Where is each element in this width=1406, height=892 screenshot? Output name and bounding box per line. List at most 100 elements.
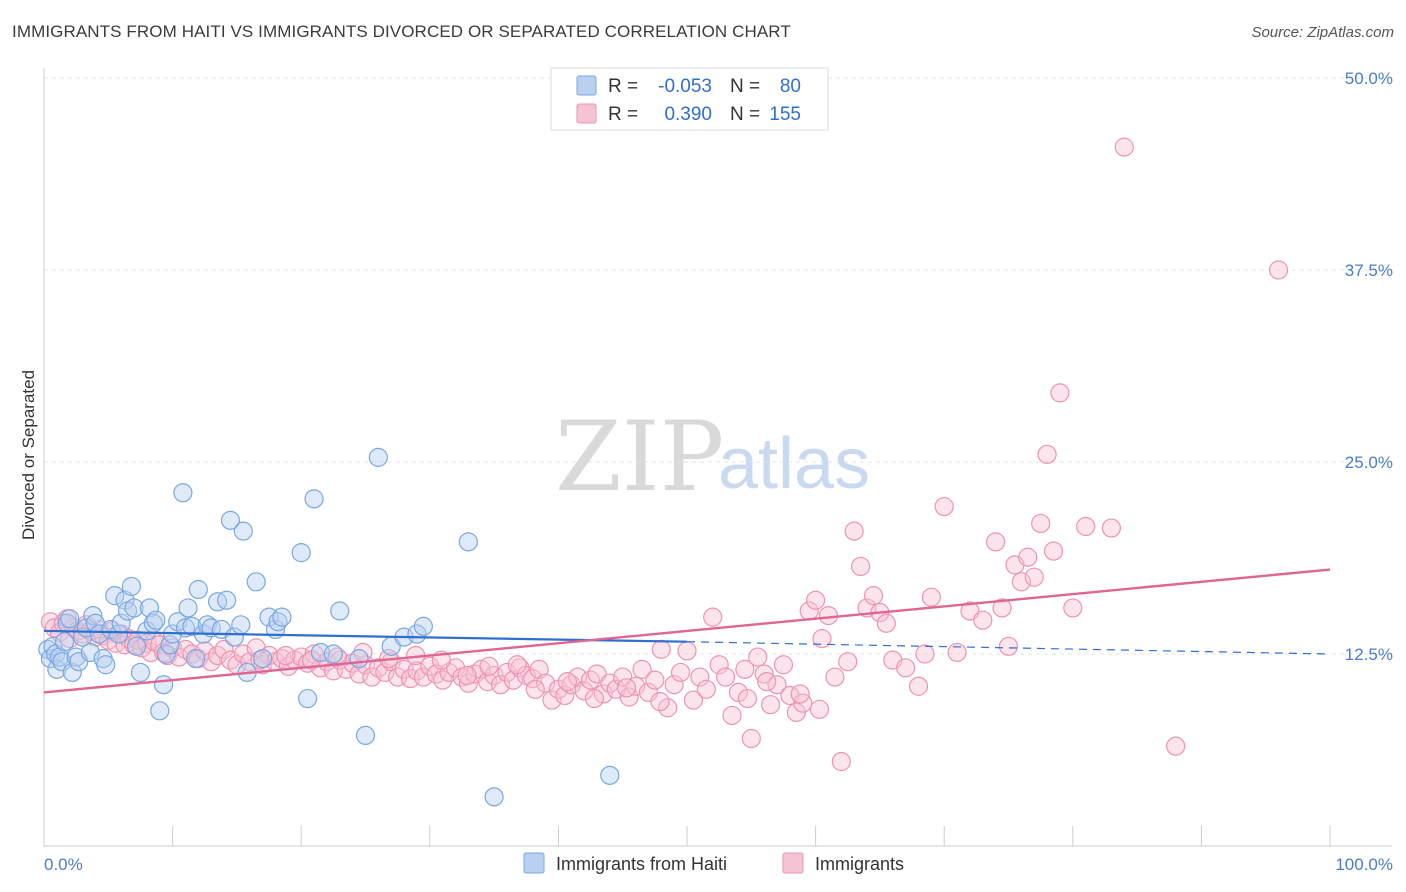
- immigrants-point-81: [497, 662, 517, 683]
- immigrants-point-116: [722, 705, 742, 726]
- haiti-point-69: [330, 601, 350, 621]
- series-legend: Immigrants from Haiti Immigrants: [523, 852, 904, 874]
- haiti-point-77: [458, 532, 478, 552]
- immigrants-point-167: [809, 699, 830, 719]
- y-tick-label-3: 50.0%: [1345, 69, 1393, 88]
- haiti-point-34: [146, 610, 166, 630]
- bottom-legend-swatch-haiti: [523, 852, 545, 874]
- immigrants-point-83: [510, 658, 530, 678]
- x-tick-label-0: 0.0%: [44, 855, 83, 874]
- immigrants-point-37: [214, 639, 234, 659]
- immigrants-point-142: [896, 658, 916, 678]
- haiti-point-44: [182, 616, 202, 636]
- immigrants-point-88: [542, 690, 562, 710]
- y-tick-label-0: 12.5%: [1345, 645, 1393, 664]
- haiti-point-30: [130, 662, 151, 683]
- immigrants-point-108: [670, 662, 691, 683]
- haiti-point-16: [83, 605, 103, 626]
- immigrants-point-163: [1101, 518, 1121, 538]
- haiti-point-28: [124, 598, 144, 618]
- immigrants-point-135: [844, 521, 864, 541]
- immigrants-point-102: [632, 659, 652, 679]
- y-tick-label-1: 25.0%: [1345, 453, 1393, 472]
- immigrants-point-177: [479, 656, 499, 676]
- haiti-point-75: [407, 624, 427, 644]
- immigrants-point-69: [420, 656, 440, 676]
- immigrants-point-162: [1076, 516, 1096, 537]
- haiti-point-35: [150, 701, 170, 721]
- haiti-point-29: [126, 636, 147, 656]
- immigrants-point-178: [457, 665, 477, 686]
- immigrants-point-164: [1114, 137, 1134, 157]
- immigrants-point-172: [616, 678, 637, 698]
- stats-legend: R = -0.053 N = 80 R = 0.390 N = 155: [550, 67, 829, 131]
- immigrants-point-143: [908, 676, 929, 696]
- haiti-point-20: [96, 655, 116, 675]
- immigrants-point-171: [650, 692, 670, 712]
- haiti-point-56: [233, 521, 253, 541]
- immigrants-point-146: [934, 496, 954, 517]
- immigrants-point-124: [773, 655, 794, 675]
- haiti-point-9: [60, 609, 80, 629]
- immigrants-point-185: [276, 645, 296, 666]
- immigrants-point-160: [1050, 383, 1070, 403]
- watermark-zip: ZIP: [555, 401, 724, 513]
- series-immigrants-points: [40, 137, 1289, 772]
- immigrants-point-140: [876, 613, 896, 633]
- haiti-point-18: [89, 624, 109, 644]
- haiti-point-71: [355, 725, 376, 746]
- haiti-point-7: [54, 632, 75, 652]
- immigrants-point-131: [818, 605, 839, 626]
- immigrants-point-138: [863, 586, 884, 606]
- immigrants-point-121: [754, 664, 774, 684]
- haiti-point-55: [231, 615, 251, 635]
- immigrants-point-155: [1018, 547, 1038, 567]
- haiti-point-59: [253, 649, 273, 669]
- immigrants-point-147: [947, 642, 967, 663]
- haiti-point-66: [304, 489, 324, 509]
- immigrants-point-112: [696, 679, 716, 699]
- legend-swatch-haiti: [576, 75, 597, 96]
- immigrants-point-82: [503, 670, 523, 690]
- immigrants-point-115: [715, 667, 736, 687]
- haiti-point-22: [105, 586, 125, 606]
- immigrants-point-157: [1031, 513, 1051, 534]
- immigrants-point-133: [831, 751, 851, 772]
- x-tick-labels: 0.0% 100.0%: [44, 855, 1393, 874]
- haiti-point-78: [484, 787, 504, 807]
- immigrants-point-132: [825, 667, 845, 687]
- haiti-point-49: [201, 618, 221, 638]
- haiti-point-2: [43, 636, 63, 656]
- watermark-atlas: atlas: [718, 424, 870, 504]
- immigrants-point-169: [757, 672, 777, 692]
- immigrants-point-175: [525, 679, 545, 699]
- immigrants-point-113: [703, 607, 723, 627]
- haiti-trend-line-extrapolated: [686, 641, 1331, 655]
- haiti-point-52: [217, 590, 237, 610]
- immigrants-point-106: [658, 698, 678, 718]
- trend-lines: [43, 568, 1331, 694]
- legend-n-value-1: 80: [780, 76, 801, 97]
- haiti-point-58: [246, 572, 266, 592]
- immigrants-point-151: [992, 598, 1012, 618]
- gridlines: [44, 77, 1392, 655]
- immigrants-point-129: [805, 590, 826, 610]
- immigrants-point-161: [1063, 598, 1083, 618]
- chart-title: IMMIGRANTS FROM HAITI VS IMMIGRANTS DIVO…: [12, 22, 791, 41]
- immigrants-point-120: [748, 647, 768, 667]
- immigrants-point-110: [683, 690, 704, 710]
- haiti-point-54: [224, 627, 244, 647]
- series-haiti-points: [38, 447, 620, 807]
- immigrants-point-122: [760, 695, 781, 715]
- legend-r-value-1: -0.053: [658, 76, 712, 97]
- immigrants-point-168: [790, 684, 810, 704]
- immigrants-point-156: [1024, 567, 1044, 587]
- bottom-legend-label-immigrants: Immigrants: [815, 854, 904, 874]
- immigrants-point-150: [986, 532, 1006, 552]
- haiti-point-79: [600, 765, 620, 785]
- immigrants-point-109: [677, 641, 697, 661]
- y-axis-label: Divorced or Separated: [19, 370, 38, 540]
- haiti-point-64: [291, 543, 311, 563]
- haiti-point-68: [323, 644, 343, 664]
